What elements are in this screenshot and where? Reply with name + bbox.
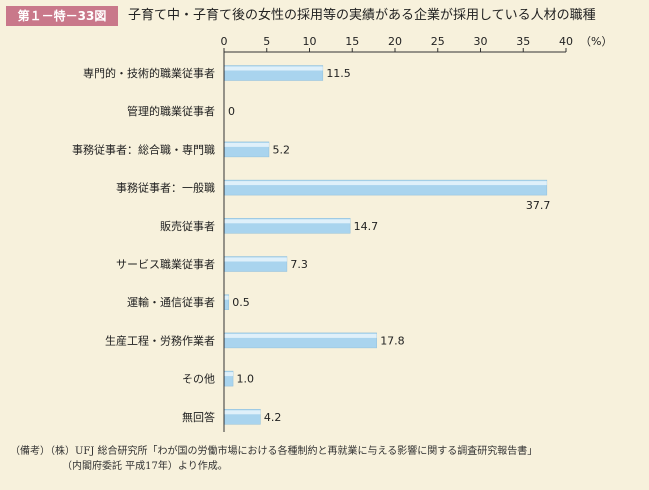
bar xyxy=(224,65,324,81)
bar xyxy=(224,370,234,387)
x-tick-label: 40 xyxy=(559,35,573,48)
bar xyxy=(224,179,548,196)
x-tick-label: 5 xyxy=(263,35,270,48)
category-label: 事務従事者：総合職・専門職 xyxy=(72,142,215,156)
category-label: 専門的・技術的職業従事者 xyxy=(83,66,215,80)
bars xyxy=(224,65,548,425)
source-note-line-2: （内閣府委託 平成17年）より作成。 xyxy=(62,461,228,472)
category-label: 販売従事者 xyxy=(160,220,215,233)
category-label: 管理的職業従事者 xyxy=(127,104,215,118)
value-label: 37.7 xyxy=(526,199,551,212)
value-label: 5.2 xyxy=(272,143,290,156)
x-tick-label: 0 xyxy=(221,35,228,48)
bar-chart: 0 5 10 15 20 25 30 35 40 専門的・技術的職業従事者管理的職業従事者事務従… xyxy=(72,35,612,432)
value-label: 1.0 xyxy=(237,373,255,386)
category-label: 事務従事者：一般職 xyxy=(116,181,215,195)
x-axis-ticks: 0 5 10 15 20 25 30 35 40 xyxy=(221,35,573,52)
bar xyxy=(224,218,351,234)
bar xyxy=(224,332,377,349)
bar xyxy=(224,141,270,158)
value-label: 7.3 xyxy=(290,258,308,271)
chart-header: 第１－特－33図 子育て中・子育て後の女性の採用等の実績がある企業が採用している… xyxy=(0,0,649,30)
unit-label: （%） xyxy=(580,35,612,48)
x-tick-label: 20 xyxy=(388,35,402,48)
category-label: 生産工程・労務作業者 xyxy=(105,333,215,347)
value-label: 0.5 xyxy=(232,296,250,309)
value-label: 14.7 xyxy=(354,220,379,233)
value-label: 4.2 xyxy=(264,411,282,424)
chart-title: 子育て中・子育て後の女性の採用等の実績がある企業が採用している人材の職種 xyxy=(128,8,596,23)
value-label: 11.5 xyxy=(326,67,351,80)
x-tick-label: 10 xyxy=(303,35,317,48)
x-tick-label: 25 xyxy=(431,35,445,48)
category-label: 運輸・通信従事者 xyxy=(127,295,215,309)
category-labels: 専門的・技術的職業従事者管理的職業従事者事務従事者：総合職・専門職事務従事者：一… xyxy=(72,66,215,424)
category-label: 無回答 xyxy=(182,410,215,424)
x-tick-label: 35 xyxy=(516,35,530,48)
bar xyxy=(224,256,288,272)
bar xyxy=(224,409,261,425)
bar xyxy=(224,294,230,310)
source-note-line-1: （備考）（株）UFJ 総合研究所「わが国の労働市場における各種制約と再就業に与え… xyxy=(10,446,538,457)
x-tick-label: 15 xyxy=(345,35,359,48)
category-label: その他 xyxy=(182,373,215,386)
value-label: 17.8 xyxy=(380,334,405,347)
value-label: 0 xyxy=(228,105,235,118)
source-note: （備考）（株）UFJ 総合研究所「わが国の労働市場における各種制約と再就業に与え… xyxy=(10,444,640,474)
category-label: サービス職業従事者 xyxy=(116,258,215,271)
x-tick-label: 30 xyxy=(474,35,488,48)
value-labels: 11.5 0 5.2 37.7 14.7 7.3 0.5 17.8 1.0 4.2 xyxy=(228,67,550,424)
figure-number-badge: 第１－特－33図 xyxy=(6,6,118,26)
